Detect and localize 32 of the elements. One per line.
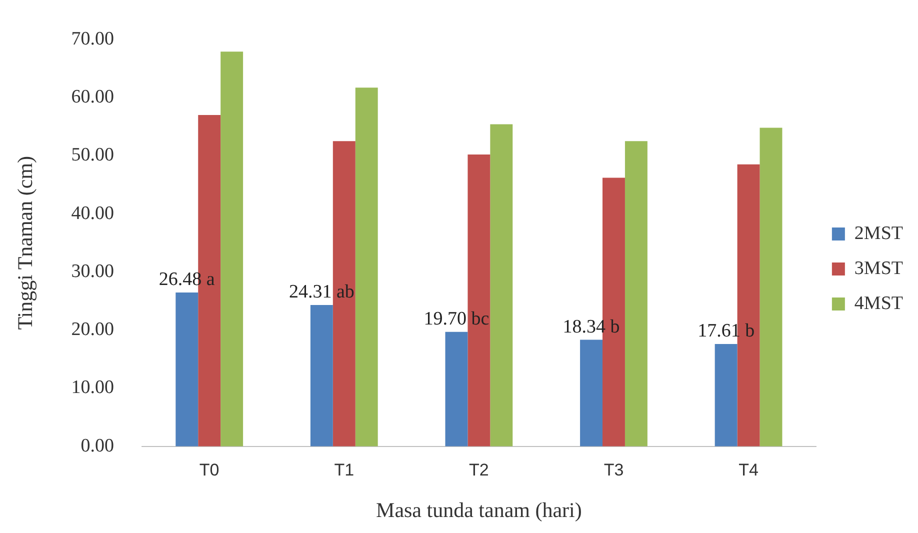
x-axis-title: Masa tunda tanam (hari) <box>376 498 582 522</box>
x-tick-label: T2 <box>469 460 489 480</box>
y-axis-title: Tinggi Tnaman (cm) <box>13 156 38 330</box>
data-label: 19.70 bc <box>424 308 490 330</box>
y-tick-label: 50.00 <box>71 144 114 166</box>
data-label: 24.31 ab <box>288 282 354 303</box>
legend-label: 4MST <box>854 292 904 314</box>
y-tick-label: 10.00 <box>71 377 114 398</box>
legend-label: 2MST <box>854 222 904 244</box>
bar <box>355 88 378 446</box>
x-tick-label: T0 <box>199 460 220 480</box>
y-tick-label: 40.00 <box>71 202 114 224</box>
y-tick-label: 20.00 <box>71 319 114 340</box>
x-tick-label: T1 <box>334 460 354 480</box>
y-tick-label: 0.00 <box>80 435 114 456</box>
legend-label: 3MST <box>854 258 904 279</box>
bar <box>490 124 513 446</box>
y-tick-label: 60.00 <box>71 86 114 108</box>
bar <box>468 154 490 446</box>
bar <box>580 340 603 446</box>
bar <box>176 292 198 446</box>
bar <box>220 52 244 446</box>
y-tick-label: 30.00 <box>71 260 114 282</box>
bar <box>760 128 782 446</box>
x-tick-label: T4 <box>738 460 758 480</box>
bar <box>445 332 468 446</box>
y-tick-label: 70.00 <box>71 28 114 50</box>
bar <box>332 141 356 446</box>
bar <box>714 344 738 446</box>
x-tick-label: T3 <box>604 460 624 480</box>
bar <box>624 141 648 446</box>
bar <box>310 305 333 446</box>
